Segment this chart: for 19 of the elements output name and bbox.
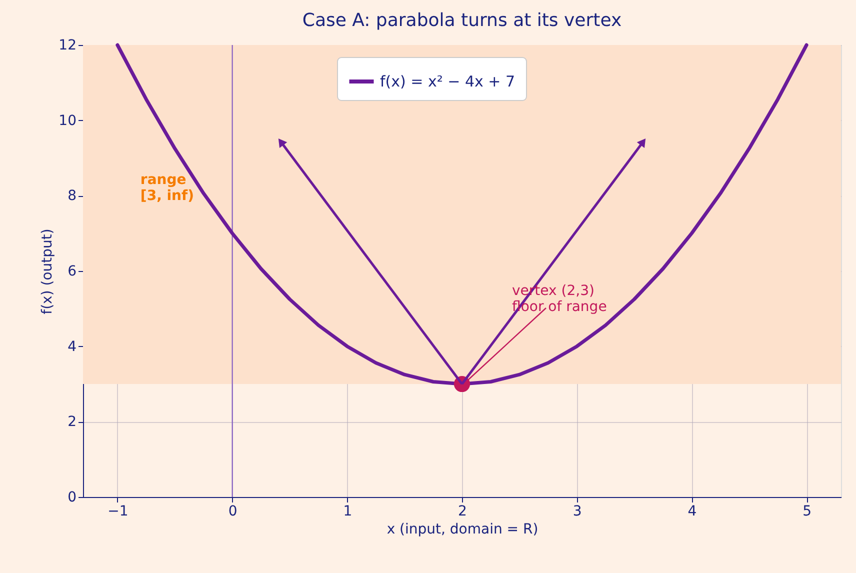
x-tick-label: 3 (572, 504, 582, 520)
y-tick-label: 8 (68, 188, 76, 204)
y-tick-label: 0 (68, 490, 76, 506)
x-tick-label: 5 (802, 504, 812, 520)
x-tick-label: 1 (343, 504, 352, 520)
x-tick-label: −1 (108, 504, 128, 520)
chart-title: Case A: parabola turns at its vertex (302, 10, 622, 31)
x-tick-label: 0 (228, 504, 238, 520)
band-label: range [3, inf) (140, 172, 194, 204)
y-tick-label: 12 (58, 38, 76, 54)
x-tick-label: 2 (458, 504, 467, 520)
y-tick-label: 2 (68, 414, 76, 430)
x-axis-title: x (input, domain = R) (386, 522, 538, 538)
y-tick-label: 10 (58, 112, 76, 129)
y-tick-label: 4 (68, 338, 77, 355)
legend-label: f(x) = x² − 4x + 7 (380, 72, 516, 90)
y-axis-title: f(x) (output) (40, 228, 56, 314)
x-tick-label: 4 (688, 504, 697, 520)
y-tick-label: 6 (68, 264, 77, 280)
